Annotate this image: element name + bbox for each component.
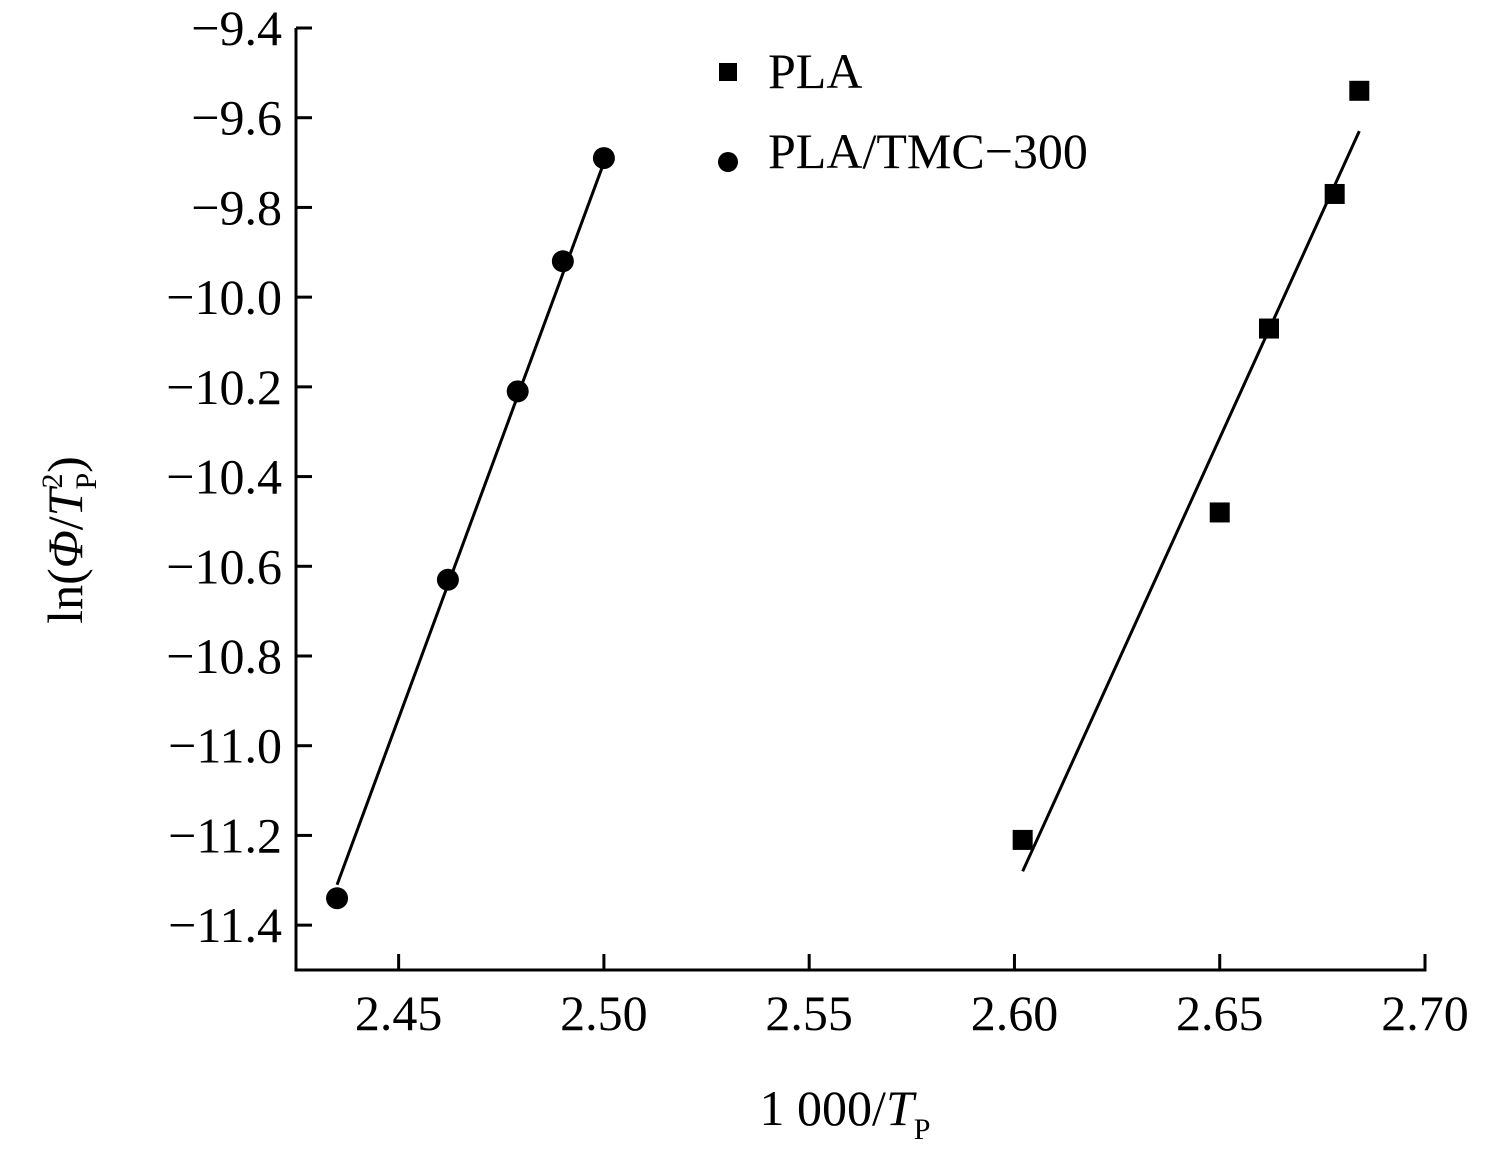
x-tick-label: 2.60 — [971, 985, 1059, 1041]
fit-line-series-2 — [335, 162, 606, 886]
data-points — [326, 80, 1370, 910]
y-tick-label: −9.6 — [191, 90, 282, 146]
y-axis-label: ln(Φ/T2P) — [36, 456, 103, 624]
data-point-circle — [436, 568, 459, 591]
y-tick-label: −9.4 — [191, 0, 282, 56]
legend-label: PLA — [768, 43, 862, 99]
y-tick-label: −10.0 — [166, 269, 282, 325]
legend-marker-circle — [718, 152, 738, 172]
x-ticks: 2.45 2.50 2.55 2.60 2.65 2.70 — [355, 954, 1469, 1041]
y-tick-label: −10.2 — [166, 359, 282, 415]
fit-lines — [335, 130, 1361, 886]
y-tick-label: −11.2 — [168, 807, 282, 863]
data-point-circle — [326, 887, 349, 910]
legend-label: PLA/TMC−300 — [768, 123, 1088, 179]
data-point-circle — [592, 147, 615, 170]
x-tick-label: 2.50 — [560, 985, 648, 1041]
x-tick-label: 2.55 — [765, 985, 853, 1041]
data-point-square — [1012, 829, 1033, 850]
y-tick-label: −10.6 — [166, 538, 282, 594]
legend: PLA PLA/TMC−300 — [718, 43, 1088, 179]
data-point-circle — [506, 380, 529, 403]
y-tick-label: −10.8 — [166, 628, 282, 684]
fit-line-series-1 — [1021, 130, 1361, 872]
data-point-square — [1209, 502, 1230, 523]
data-point-square — [1349, 80, 1370, 101]
y-tick-label: −11.0 — [168, 718, 282, 774]
x-tick-label: 2.45 — [355, 985, 443, 1041]
legend-marker-square — [719, 63, 737, 81]
y-tick-label: −10.4 — [166, 449, 282, 505]
y-ticks: −9.4 −9.6 −9.8 −10.0 −10.2 −10.4 −10.6 −10.8 −11… — [166, 0, 312, 953]
y-tick-label: −9.8 — [191, 179, 282, 235]
data-point-square — [1324, 183, 1345, 204]
x-tick-label: 2.70 — [1381, 985, 1469, 1041]
x-axis-label: 1 000/TP — [760, 1080, 931, 1146]
x-tick-label: 2.65 — [1176, 985, 1264, 1041]
y-tick-label: −11.4 — [168, 897, 282, 953]
data-point-square — [1258, 318, 1279, 339]
data-point-circle — [551, 250, 574, 273]
